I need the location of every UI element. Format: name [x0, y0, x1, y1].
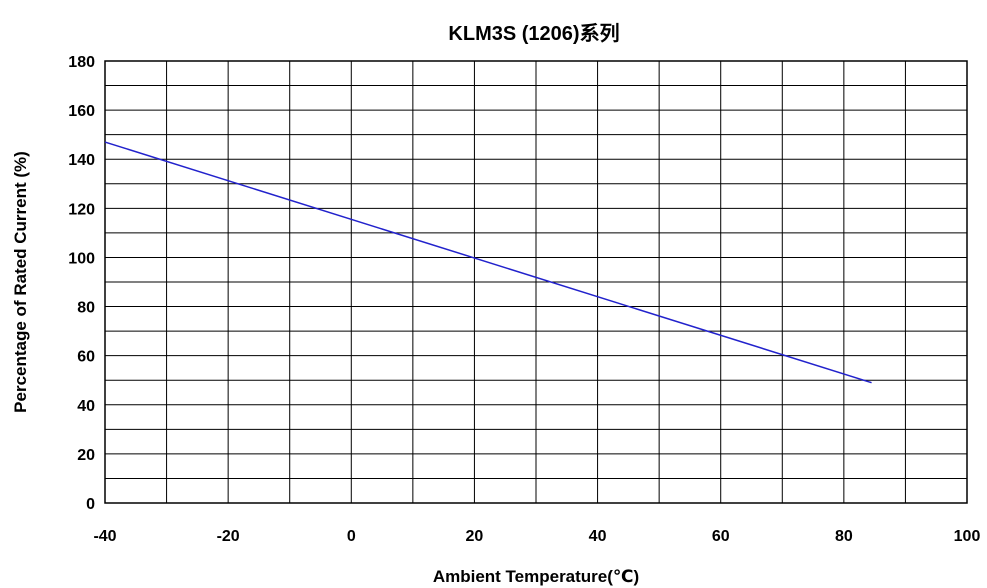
x-tick-label: 100: [954, 528, 981, 545]
y-tick-label: 100: [68, 250, 95, 267]
y-tick-label: 40: [77, 398, 95, 415]
x-tick-label: 0: [347, 528, 356, 545]
y-axis-label: Percentage of Rated Current (%): [11, 151, 30, 413]
plot-frame: [104, 60, 968, 504]
x-tick-labels: -40 -20 0 20 40 60 80 100: [93, 528, 980, 545]
y-tick-labels: 0 20 40 60 80 100 120 140 160 180: [68, 54, 95, 513]
y-tick-label: 0: [86, 496, 95, 513]
x-tick-label: 60: [712, 528, 730, 545]
y-tick-label: 20: [77, 447, 95, 464]
x-axis-label: Ambient Temperature(℃): [433, 567, 639, 586]
y-tick-label: 120: [68, 201, 95, 218]
y-tick-label: 60: [77, 349, 95, 366]
y-tick-label: 160: [68, 103, 95, 120]
y-tick-label: 80: [77, 300, 95, 317]
series-line: [104, 141, 872, 384]
x-tick-label: -40: [93, 528, 116, 545]
chart-title: KLM3S (1206)系列: [448, 22, 619, 45]
x-tick-label: 40: [589, 528, 607, 545]
x-tick-label: -20: [217, 528, 240, 545]
y-tick-label: 140: [68, 152, 95, 169]
x-tick-label: 80: [835, 528, 853, 545]
series-layer: [104, 141, 872, 384]
x-tick-label: 20: [466, 528, 484, 545]
grid: [105, 61, 967, 503]
y-tick-label: 180: [68, 54, 95, 71]
